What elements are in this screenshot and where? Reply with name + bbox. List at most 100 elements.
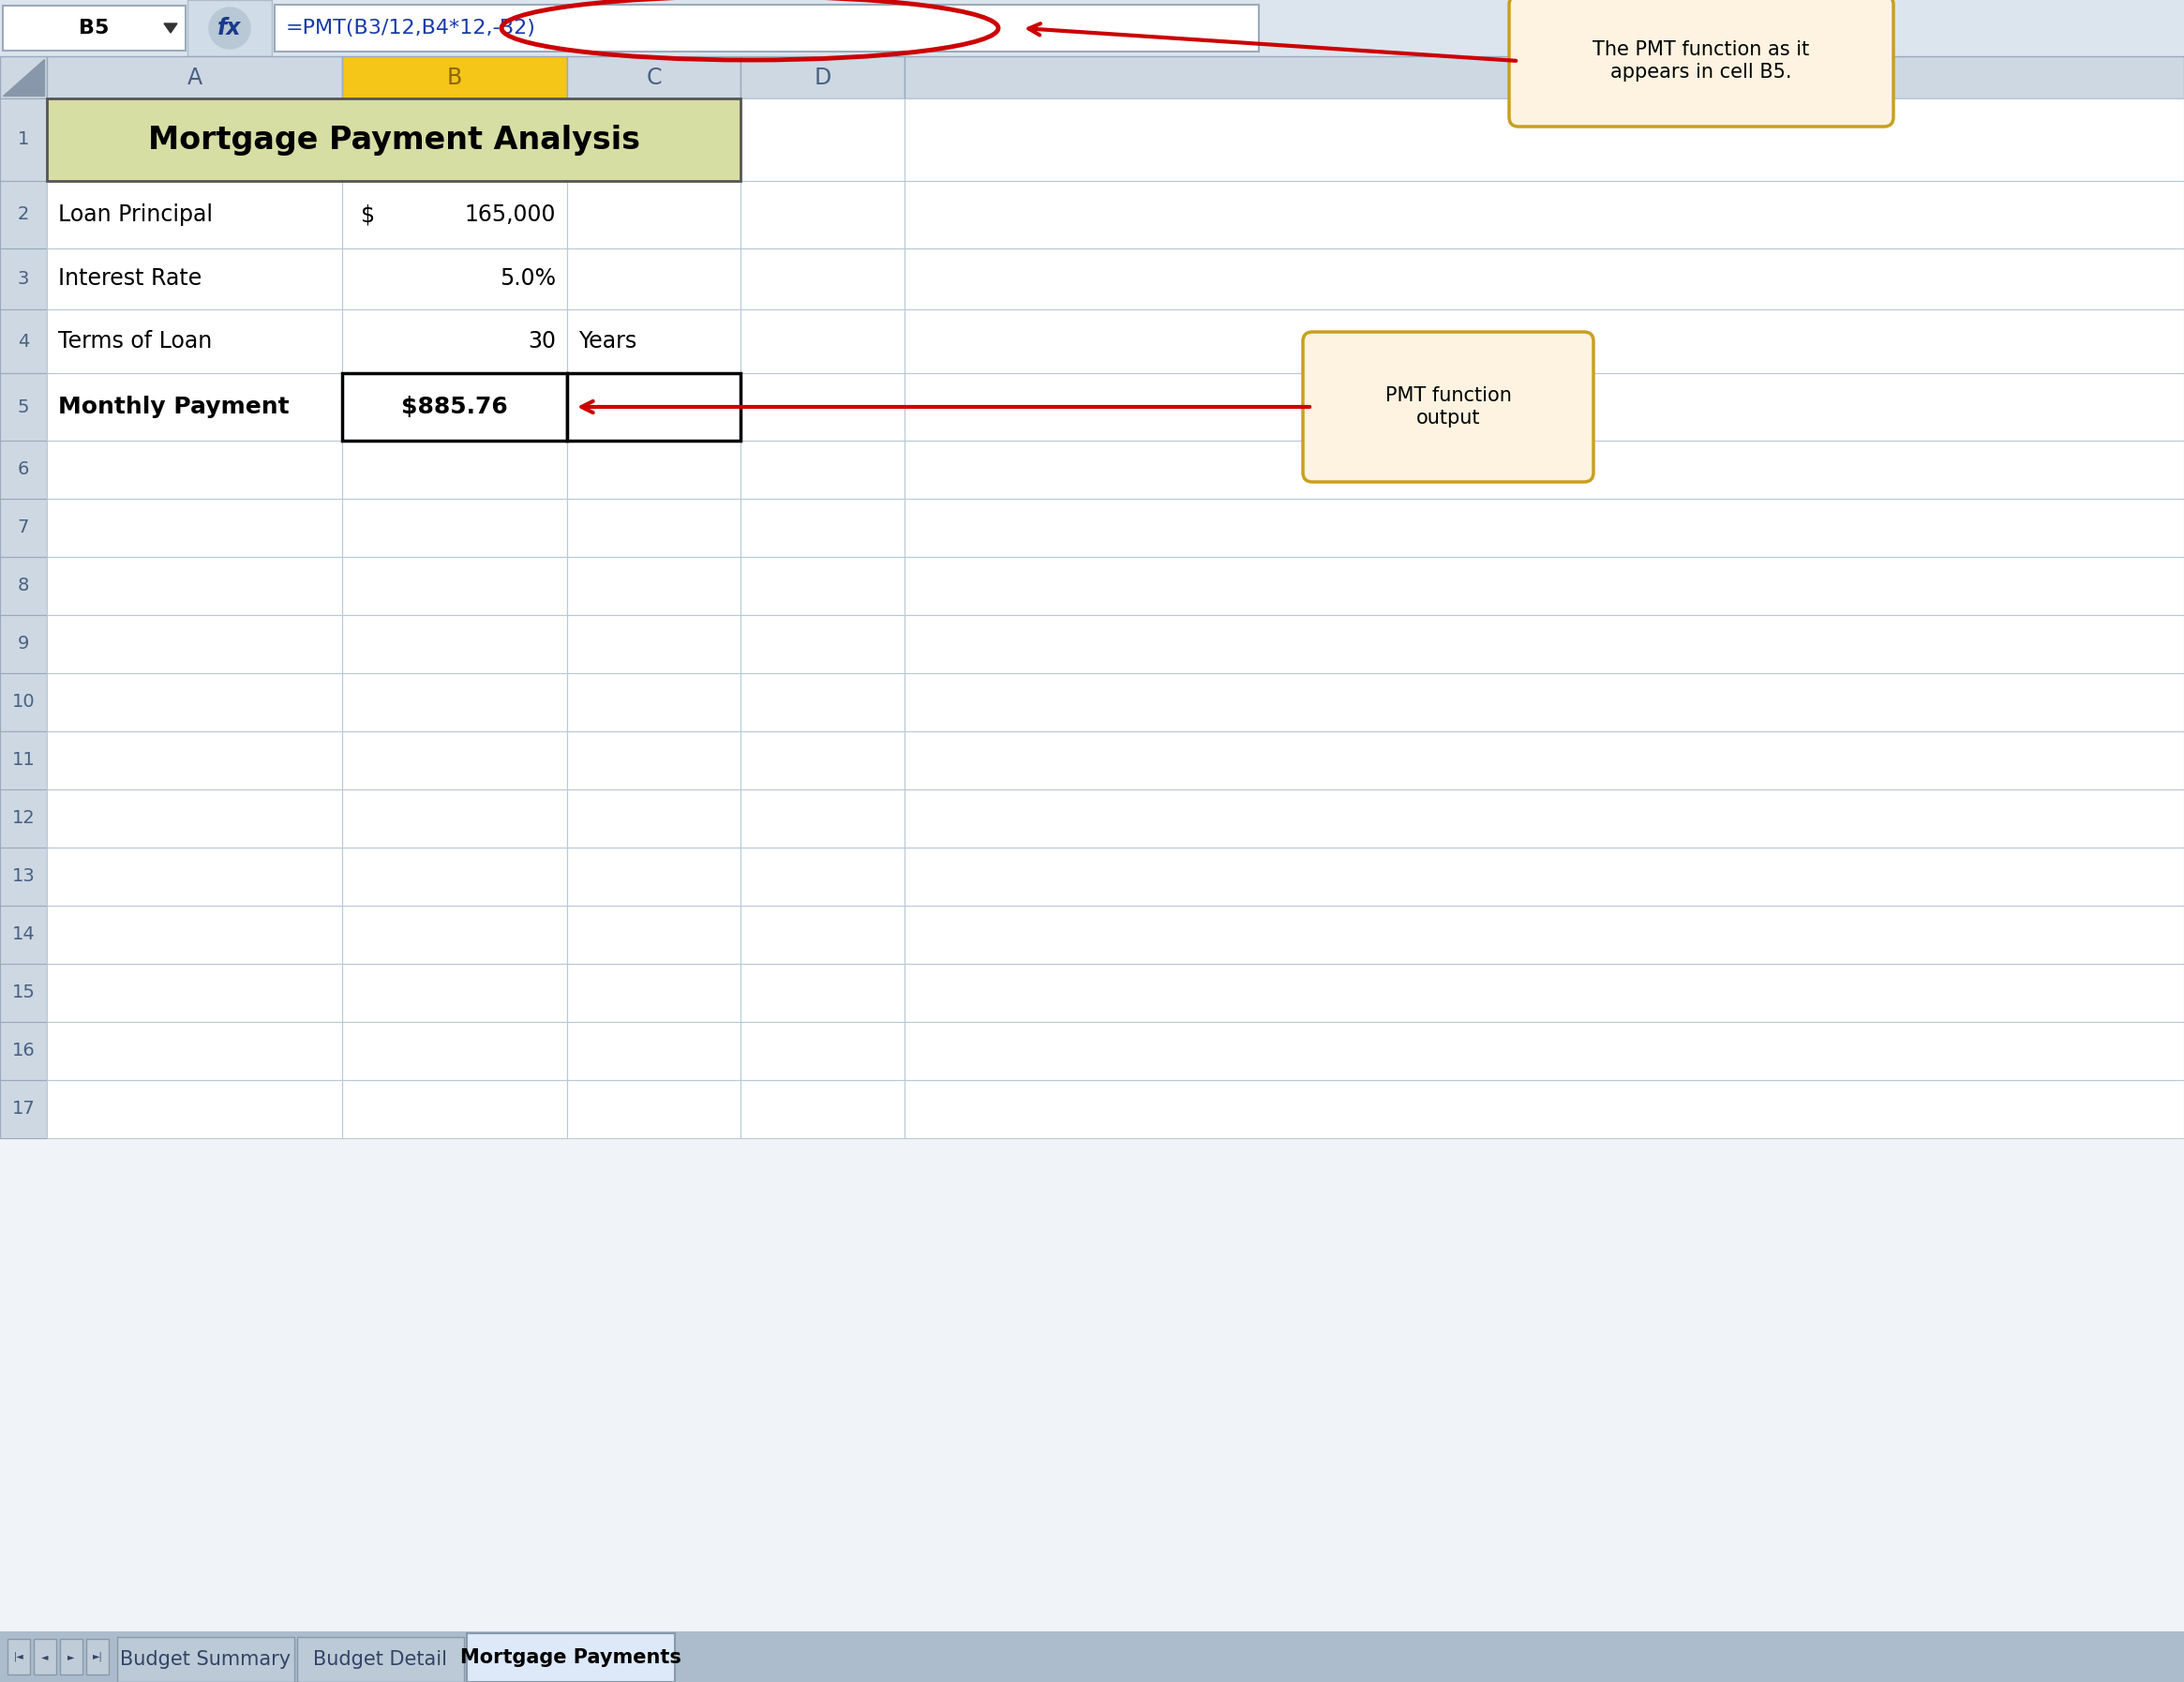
Bar xyxy=(343,56,568,99)
Bar xyxy=(568,373,740,441)
Text: 4: 4 xyxy=(17,333,28,350)
Bar xyxy=(568,673,740,732)
Text: 6: 6 xyxy=(17,461,28,479)
Text: Mortgage Payments: Mortgage Payments xyxy=(461,1648,681,1667)
Bar xyxy=(740,732,904,789)
Bar xyxy=(343,182,568,249)
Bar xyxy=(568,373,740,441)
Bar xyxy=(568,905,740,964)
Text: Interest Rate: Interest Rate xyxy=(59,267,201,291)
Bar xyxy=(467,1633,675,1682)
Bar xyxy=(297,1637,463,1682)
Text: 14: 14 xyxy=(11,925,35,944)
Bar xyxy=(740,56,904,99)
Text: B5: B5 xyxy=(79,19,109,37)
Bar xyxy=(568,789,740,848)
Text: |◄: |◄ xyxy=(13,1652,24,1662)
Bar xyxy=(0,1632,2184,1682)
Bar xyxy=(46,182,343,249)
Bar xyxy=(0,441,46,500)
Bar xyxy=(343,373,568,441)
Text: 1: 1 xyxy=(17,131,28,148)
Bar xyxy=(0,964,46,1023)
Bar xyxy=(740,249,904,309)
Bar xyxy=(0,500,46,557)
Bar xyxy=(568,848,740,905)
Bar xyxy=(740,309,904,373)
Text: 3: 3 xyxy=(17,271,28,288)
Bar xyxy=(904,964,2184,1023)
Bar xyxy=(740,373,904,441)
Bar xyxy=(740,905,904,964)
Bar xyxy=(343,441,568,500)
Text: 17: 17 xyxy=(11,1100,35,1119)
Bar xyxy=(0,309,46,373)
Text: 11: 11 xyxy=(11,752,35,769)
Bar xyxy=(343,848,568,905)
Bar xyxy=(904,500,2184,557)
Text: Budget Summary: Budget Summary xyxy=(120,1650,290,1669)
Bar xyxy=(46,249,343,309)
Text: Mortgage Payment Analysis: Mortgage Payment Analysis xyxy=(149,124,640,155)
Bar xyxy=(343,905,568,964)
Text: A: A xyxy=(188,66,203,89)
Bar xyxy=(46,56,343,99)
Bar xyxy=(568,182,740,249)
Bar xyxy=(0,182,46,249)
Bar xyxy=(46,905,343,964)
Text: Monthly Payment: Monthly Payment xyxy=(59,395,288,419)
Bar xyxy=(904,1080,2184,1139)
Text: 9: 9 xyxy=(17,636,28,653)
Text: 15: 15 xyxy=(11,984,35,1002)
Text: 13: 13 xyxy=(11,868,35,885)
Bar xyxy=(46,616,343,673)
Bar xyxy=(740,1080,904,1139)
Text: $: $ xyxy=(360,204,376,225)
Text: 16: 16 xyxy=(11,1043,35,1060)
Bar xyxy=(59,1638,83,1675)
Bar xyxy=(0,1023,46,1080)
Bar xyxy=(0,56,46,99)
Bar xyxy=(343,99,568,182)
Bar xyxy=(46,99,343,182)
Bar xyxy=(904,99,2184,182)
Bar xyxy=(343,616,568,673)
Bar xyxy=(343,1023,568,1080)
Text: Budget Detail: Budget Detail xyxy=(314,1650,448,1669)
Bar xyxy=(740,1023,904,1080)
Bar xyxy=(46,1080,343,1139)
Bar xyxy=(904,848,2184,905)
Bar xyxy=(740,99,904,182)
Bar xyxy=(904,905,2184,964)
Bar xyxy=(0,1080,46,1139)
Bar xyxy=(904,182,2184,249)
Bar xyxy=(46,309,343,373)
Bar xyxy=(740,673,904,732)
Bar xyxy=(904,616,2184,673)
Text: ►: ► xyxy=(68,1652,74,1662)
Bar xyxy=(33,1638,57,1675)
Bar xyxy=(46,732,343,789)
Bar xyxy=(904,1023,2184,1080)
FancyBboxPatch shape xyxy=(1304,331,1594,483)
Bar xyxy=(568,1023,740,1080)
Bar xyxy=(343,1080,568,1139)
Bar xyxy=(904,373,2184,441)
Bar xyxy=(568,441,740,500)
Bar xyxy=(46,557,343,616)
Bar xyxy=(0,848,46,905)
Bar xyxy=(46,441,343,500)
Bar xyxy=(85,1638,109,1675)
Text: 2: 2 xyxy=(17,205,28,224)
Text: The PMT function as it
appears in cell B5.: The PMT function as it appears in cell B… xyxy=(1592,40,1811,81)
Bar xyxy=(740,441,904,500)
Bar xyxy=(568,1080,740,1139)
Bar xyxy=(46,99,740,182)
Bar xyxy=(904,789,2184,848)
Bar xyxy=(568,99,740,182)
Text: Loan Principal: Loan Principal xyxy=(59,204,212,225)
Bar xyxy=(0,0,2184,56)
Bar xyxy=(904,732,2184,789)
Bar xyxy=(904,249,2184,309)
Text: Terms of Loan: Terms of Loan xyxy=(59,330,212,353)
